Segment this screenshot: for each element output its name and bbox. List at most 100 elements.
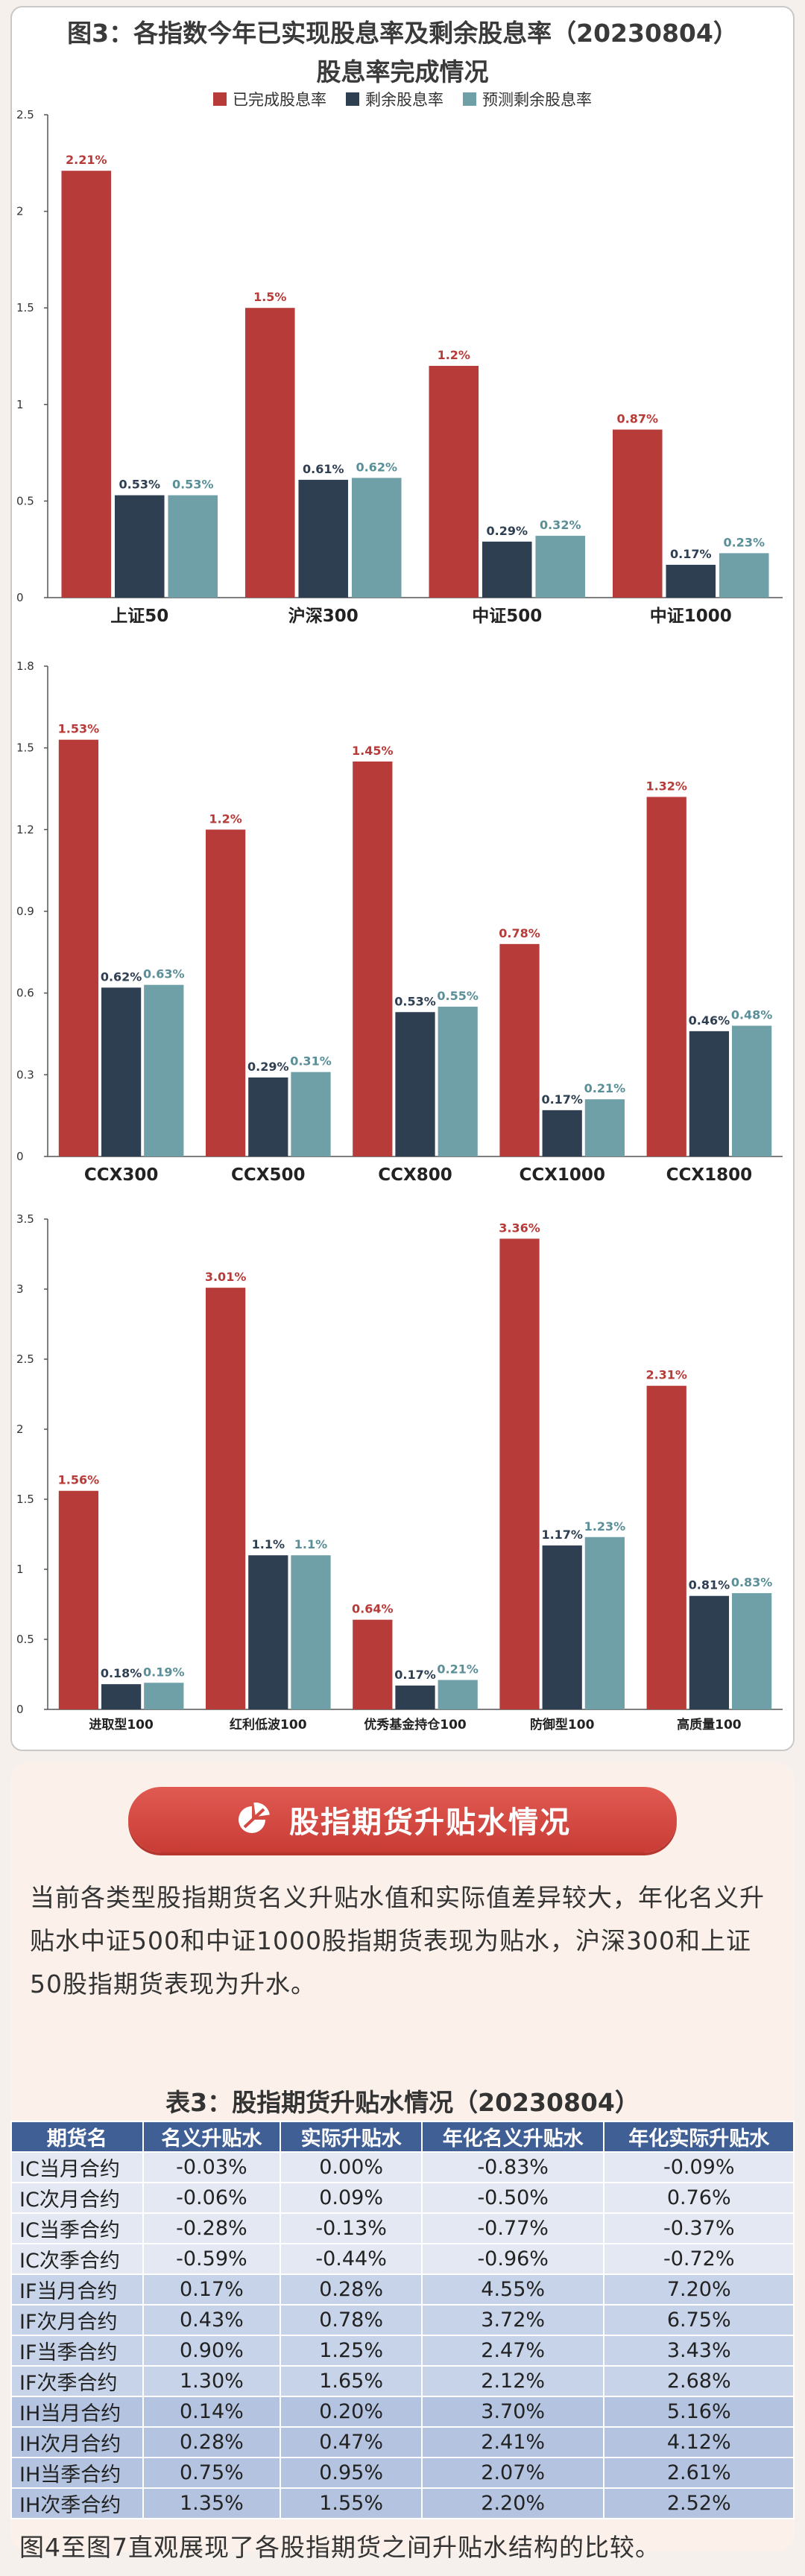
bar [731, 1592, 772, 1709]
y-tick-label: 1 [16, 1563, 24, 1576]
table-cell: -0.37% [603, 2212, 795, 2244]
y-tick-label: 0.5 [16, 494, 34, 507]
table-cell: 1.65% [280, 2365, 423, 2397]
y-tick-label: 2 [16, 1423, 24, 1436]
bar [646, 797, 686, 1156]
chart-legend: 已完成股息率 剩余股息率 预测剩余股息率 [0, 88, 805, 110]
y-tick-label: 1.8 [16, 659, 34, 673]
figure-title: 图3：各指数今年已实现股息率及剩余股息率（20230804） [67, 19, 738, 48]
y-tick-label: 0 [16, 591, 24, 604]
bar [719, 553, 769, 598]
table-cell: 2.07% [420, 2457, 605, 2489]
category-label: CCX1000 [519, 1165, 605, 1185]
table-cell: 0.09% [280, 2182, 423, 2214]
bar [58, 1490, 99, 1709]
y-tick-label: 2 [16, 205, 24, 218]
table-cell: 0.90% [142, 2335, 282, 2367]
category-label: CCX800 [378, 1165, 452, 1185]
data-label: 0.18% [101, 1666, 142, 1680]
bar [612, 429, 663, 598]
table-cell: 6.75% [603, 2304, 795, 2336]
bar [353, 1619, 393, 1709]
contract-name-cell: IC当季合约 [10, 2212, 144, 2244]
table-cell: 1.25% [280, 2335, 423, 2367]
data-label: 1.1% [294, 1537, 327, 1551]
bar [731, 1025, 772, 1156]
bar [666, 564, 716, 598]
data-label: 0.55% [437, 989, 479, 1003]
table-cell: 5.16% [603, 2396, 795, 2428]
data-label: 3.36% [499, 1221, 540, 1235]
table-cell: -0.59% [142, 2243, 282, 2275]
category-label: 防御型100 [530, 1717, 595, 1732]
bar [395, 1686, 435, 1709]
y-tick-label: 1 [16, 398, 24, 411]
table-cell: -0.28% [142, 2212, 282, 2244]
dividend-chart-style-indices: 0 0.5 1 1.5 2 2.5 3 3.5 1.56% 0.18% 0.19% 进取型100 3.0… [16, 1212, 783, 1732]
table-body: IC当月合约 -0.03% 0.00% -0.83% -0.09% IC次月合约 -0.06… [10, 2151, 795, 2519]
contract-name-cell: IC次月合约 [10, 2182, 144, 2214]
bar [584, 1099, 625, 1156]
contract-name-cell: IH次月合约 [10, 2426, 144, 2458]
table-cell: -0.96% [420, 2243, 605, 2275]
bar [144, 984, 184, 1156]
table-header-cell: 名义升贴水 [142, 2121, 282, 2153]
table-cell: 0.78% [280, 2304, 423, 2336]
legend-label: 剩余股息率 [365, 91, 443, 109]
contract-name-cell: IC当月合约 [10, 2151, 144, 2183]
category-label: CCX1800 [666, 1165, 753, 1185]
table-cell: -0.50% [420, 2182, 605, 2214]
table-cell: 0.28% [142, 2426, 282, 2458]
bar [101, 1684, 142, 1709]
legend-label: 预测剩余股息率 [482, 91, 592, 109]
bar [353, 761, 393, 1156]
bar [429, 365, 479, 598]
category-label: 优秀基金持仓100 [364, 1717, 467, 1732]
figure-subtitle: 股息率完成情况 [316, 57, 489, 86]
table-cell: -0.72% [603, 2243, 795, 2275]
table-cell: 2.12% [420, 2365, 605, 2397]
data-label: 1.1% [252, 1537, 285, 1551]
table-row: IH次季合约 1.35% 1.55% 2.20% 2.52% [10, 2487, 795, 2519]
data-label: 0.63% [143, 967, 185, 981]
data-label: 1.5% [253, 290, 286, 304]
y-tick-label: 0 [16, 1150, 24, 1163]
data-label: 0.32% [540, 518, 581, 532]
section-banner: 股指期货升贴水情况 [128, 1787, 677, 1852]
banner-title: 股指期货升贴水情况 [289, 1806, 571, 1840]
table-cell: 3.70% [420, 2396, 605, 2428]
bar [438, 1006, 478, 1156]
data-label: 0.61% [303, 462, 344, 476]
y-tick-label: 2.5 [16, 1352, 34, 1366]
data-label: 0.48% [731, 1008, 773, 1022]
table-row: IF当月合约 0.17% 0.28% 4.55% 7.20% [10, 2273, 795, 2306]
table-cell: 0.47% [280, 2426, 423, 2458]
data-label: 0.23% [723, 535, 765, 549]
data-label: 0.17% [670, 547, 712, 561]
contract-name-cell: IF当季合约 [10, 2335, 144, 2367]
bar [689, 1031, 730, 1156]
y-tick-label: 0.5 [16, 1633, 34, 1646]
table-cell: 2.41% [420, 2426, 605, 2458]
legend-swatch [463, 92, 476, 106]
table-cell: 2.61% [603, 2457, 795, 2489]
bar [542, 1110, 582, 1156]
table-row: IH当季合约 0.75% 0.95% 2.07% 2.61% [10, 2457, 795, 2489]
category-label: 高质量100 [677, 1717, 742, 1732]
table-cell: 2.68% [603, 2365, 795, 2397]
table-cell: -0.44% [280, 2243, 423, 2275]
dividend-chart-ccx-indices: 0 0.3 0.6 0.9 1.2 1.5 1.8 1.53% 0.62% 0.63% CCX300… [16, 659, 783, 1185]
data-label: 0.53% [172, 478, 214, 492]
bar [144, 1683, 184, 1709]
data-label: 1.2% [209, 811, 242, 826]
table-cell: -0.06% [142, 2182, 282, 2214]
table-cell: -0.83% [420, 2151, 605, 2183]
legend-label: 已完成股息率 [233, 91, 326, 109]
data-label: 1.32% [645, 779, 687, 793]
table-cell: 1.55% [280, 2487, 423, 2519]
data-label: 2.21% [66, 153, 107, 167]
table-cell: 0.00% [280, 2151, 423, 2183]
table-cell: 1.35% [142, 2487, 282, 2519]
y-tick-label: 2.5 [16, 108, 34, 121]
contract-name-cell: IF当月合约 [10, 2273, 144, 2306]
